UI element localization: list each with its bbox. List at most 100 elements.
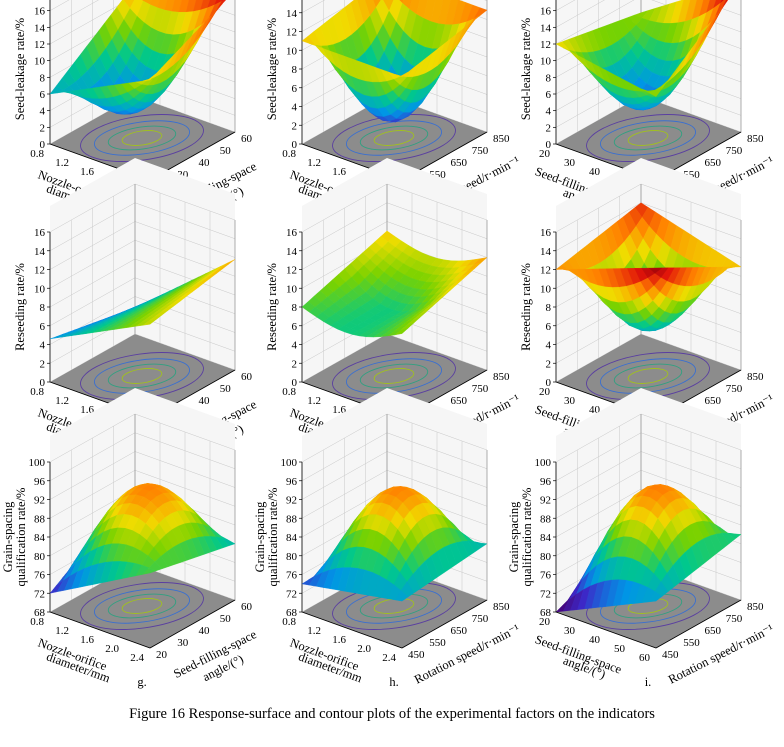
right-axis-tick-label: 750 [726,613,743,625]
z-tick-label: 96 [286,476,298,488]
z-tick-label: 4 [40,106,46,118]
z-axis-label: Grain-spacing qualification rate/% [1,488,28,587]
z-tick-label: 96 [540,476,552,488]
left-axis-tick-label: 0.8 [282,386,296,398]
left-axis-tick-label: 0.8 [282,148,296,160]
right-axis-tick-label: 850 [747,601,764,613]
right-axis-tick-label: 30 [177,637,189,649]
surface-patch [648,88,663,97]
z-axis-label: Seed-leakage rate/% [519,18,533,120]
z-tick-label: 8 [40,302,46,314]
z-tick-label: 16 [540,6,552,18]
z-tick-label: 84 [286,532,298,544]
panel-g: 68 72 76 80 84 88 92 96 100 Grain-spacing qualific… [1,388,259,689]
right-axis-tick-label: 850 [747,371,764,383]
left-axis-tick-label: 1.2 [55,157,69,169]
z-axis-label-line: qualification rate/% [266,488,280,587]
z-tick-label: 8 [40,72,46,84]
z-tick-label: 96 [34,476,46,488]
z-tick-label: 10 [34,283,46,295]
z-tick-label: 80 [540,551,552,563]
z-tick-label: 6 [292,321,298,333]
z-axis-label-line: Grain-spacing [1,501,15,573]
z-tick-label: 16 [34,227,46,239]
z-axis-label-line: Reseeding rate/% [265,263,279,351]
right-axis-tick-label: 20 [156,649,168,661]
gridline [49,0,70,11]
z-tick-label: 68 [540,607,552,619]
left-axis-tick-label: 0.8 [282,616,296,628]
gridline [191,0,236,16]
z-tick-label: 88 [34,513,46,525]
panel-label: g. [137,675,146,689]
left-axis-tick-label: 30 [564,395,576,407]
z-tick-label: 100 [535,457,552,469]
z-tick-label: 6 [546,89,552,101]
z-tick-label: 92 [34,495,45,507]
contour-line [345,120,443,156]
right-axis-tick-label: 650 [451,625,468,637]
right-axis-tick-label: 650 [705,395,722,407]
gridline [301,0,326,13]
z-tick-label: 84 [34,532,46,544]
z-tick-label: 8 [546,302,552,314]
z-axis-label-line: qualification rate/% [14,488,28,587]
surface-patch [394,71,409,78]
z-axis-label-line: Seed-leakage rate/% [13,18,27,120]
z-tick-label: 0 [40,139,46,151]
z-tick-label: 88 [286,513,298,525]
z-tick-label: 6 [546,321,552,333]
right-axis-tick-label: 450 [408,649,425,661]
z-tick-label: 14 [286,246,298,258]
right-axis-line [401,599,488,649]
z-axis-label-line: qualification rate/% [520,488,534,587]
left-axis-tick-label: 2.0 [105,643,119,655]
z-tick-label: 8 [546,72,552,84]
z-tick-label: 76 [34,570,46,582]
panel-label: h. [389,675,398,689]
right-axis-tick-label: 650 [451,157,468,169]
left-axis-tick-label: 20 [539,386,551,398]
z-tick-label: 92 [286,495,297,507]
left-axis-line [301,611,403,649]
z-axis-label: Seed-leakage rate/% [265,18,279,120]
z-tick-label: 4 [292,340,298,352]
z-tick-label: 72 [34,588,45,600]
left-axis-tick-label: 2.4 [382,652,396,664]
surface-patch [394,590,409,602]
gridline [697,0,742,16]
right-axis-tick-label: 850 [493,371,510,383]
contour-line [359,363,429,389]
z-tick-label: 4 [40,340,46,352]
right-axis-tick-label: 40 [199,395,211,407]
z-tick-label: 68 [286,607,298,619]
z-tick-label: 12 [286,265,297,277]
z-tick-label: 0 [40,377,46,389]
z-tick-label: 0 [292,377,298,389]
z-tick-label: 12 [286,27,297,39]
z-axis-label-line: Grain-spacing [507,501,521,573]
z-tick-label: 2 [40,122,46,134]
figure-caption: Figure 16 Response-surface and contour p… [129,706,655,722]
z-tick-label: 2 [292,120,298,132]
right-axis-tick-label: 50 [220,613,232,625]
right-axis-tick-label: 750 [726,383,743,395]
left-axis-tick-label: 1.6 [332,166,346,178]
contour-line [613,125,683,151]
z-tick-label: 6 [40,321,46,333]
right-axis-tick-label: 450 [662,649,679,661]
contour-line [599,120,697,156]
z-tick-label: 14 [540,246,552,258]
right-axis-tick-label: 850 [493,133,510,145]
right-axis-tick-label: 650 [705,157,722,169]
z-tick-label: 16 [286,227,298,239]
surface-patch [142,73,157,82]
left-axis-tick-label: 50 [614,643,626,655]
left-axis-tick-label: 20 [539,148,551,160]
z-tick-label: 10 [286,45,298,57]
z-tick-label: 10 [540,283,552,295]
contour-line [107,593,177,619]
z-tick-label: 100 [281,457,298,469]
